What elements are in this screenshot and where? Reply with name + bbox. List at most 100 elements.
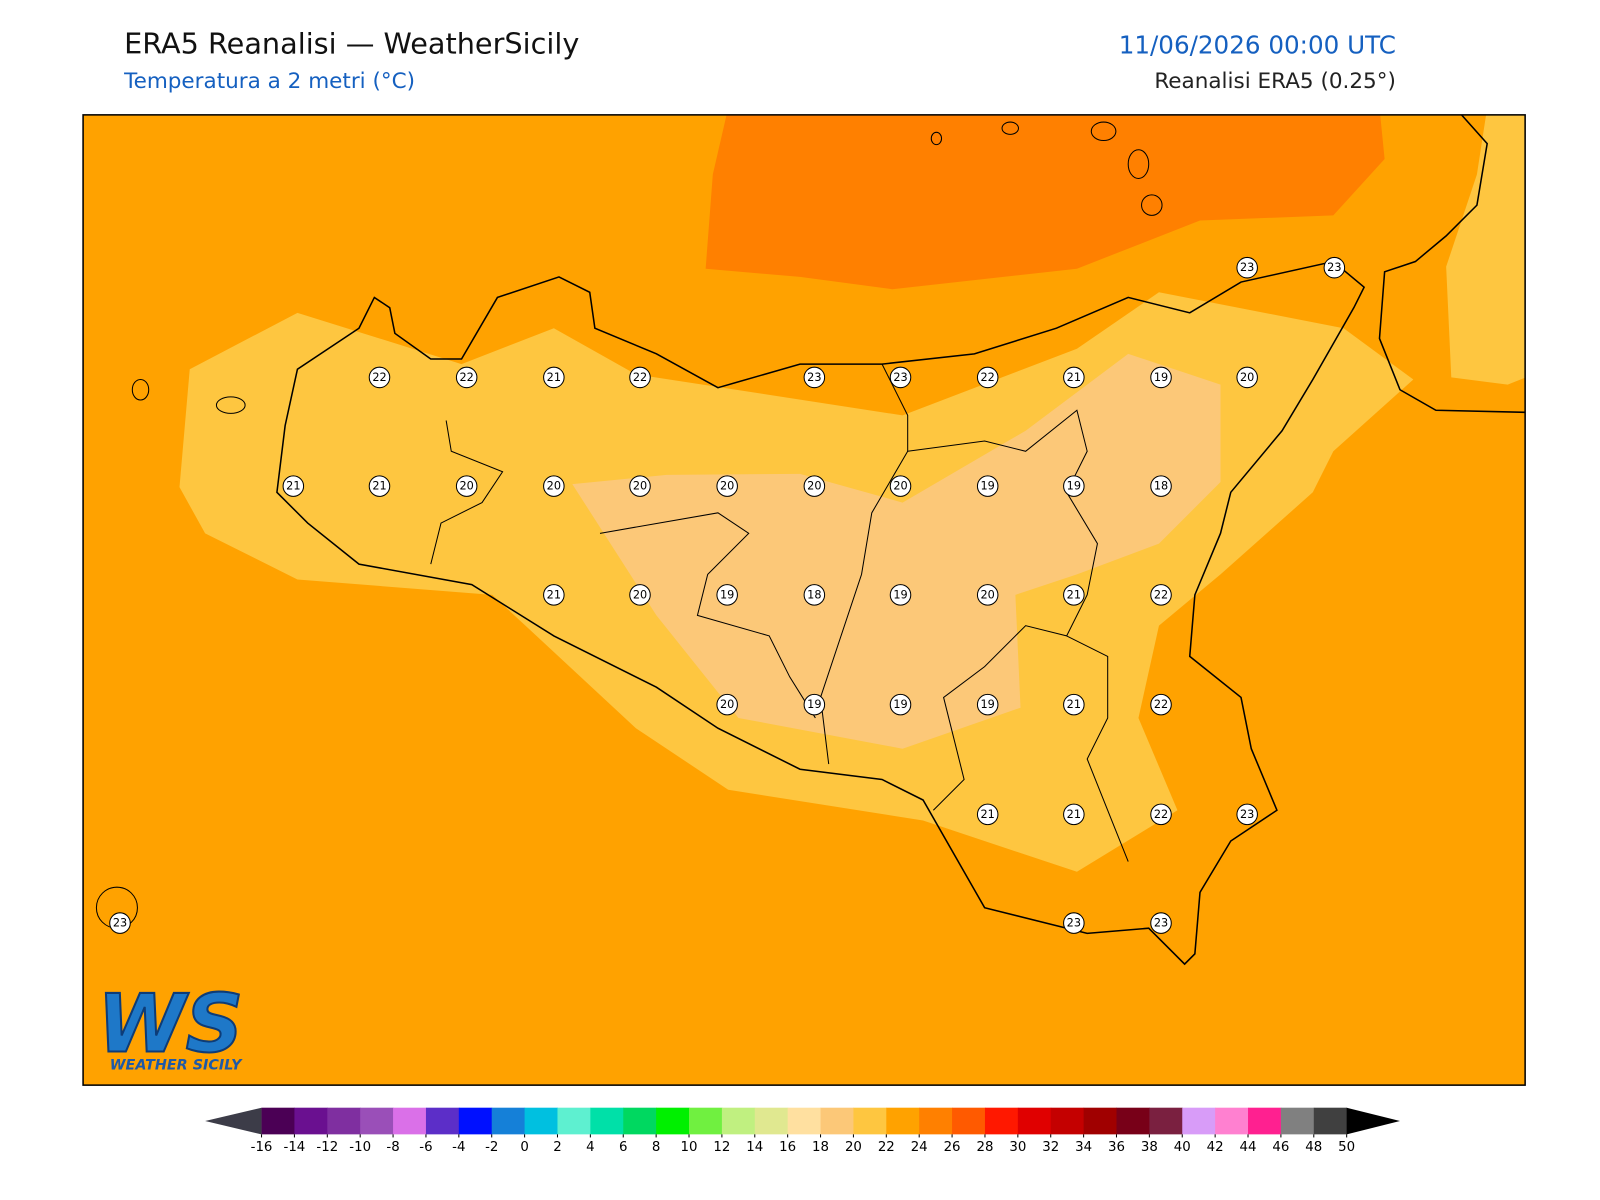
station-marker (1236, 366, 1258, 389)
colorbar-segment (393, 1107, 427, 1135)
station-value: 20 (981, 588, 995, 601)
station-value: 20 (633, 588, 647, 601)
colorbar-tick-label: 12 (713, 1140, 730, 1155)
station-value: 18 (807, 588, 821, 601)
colorbar-segment (261, 1107, 295, 1135)
station-marker (629, 366, 651, 389)
colorbar-tick-label: -12 (316, 1140, 338, 1155)
colorbar-segment (853, 1107, 887, 1135)
logo-text: WEATHER SICILY (110, 1058, 243, 1074)
station-marker (368, 366, 391, 389)
station-value: 21 (1067, 588, 1081, 601)
province-border (599, 512, 816, 719)
colorbar-segment (1083, 1107, 1118, 1135)
station-value: 19 (981, 480, 995, 493)
colorbar-tick-label: 48 (1305, 1140, 1322, 1155)
colorbar-segment (886, 1107, 920, 1135)
station-value: 23 (1067, 917, 1081, 930)
station-value: 20 (720, 480, 734, 493)
station-marker (889, 584, 912, 606)
colorbar-segment (1149, 1107, 1183, 1135)
province-border (1066, 635, 1129, 862)
colorbar-segment (1215, 1107, 1249, 1135)
station-marker (1150, 584, 1172, 606)
colorbar-tick-label: 30 (1009, 1140, 1026, 1155)
province-border (819, 363, 909, 765)
colorbar-segment (1017, 1107, 1052, 1135)
station-value: 19 (981, 698, 995, 711)
station-marker (889, 693, 912, 716)
colorbar-segment (590, 1107, 624, 1135)
station-value: 21 (1067, 808, 1081, 821)
station-value: 22 (372, 371, 386, 384)
station-value: 19 (893, 698, 907, 711)
station-value: 20 (547, 480, 561, 493)
colorbar-tick-label: 10 (681, 1140, 698, 1155)
colorbar-segment (1248, 1107, 1282, 1135)
colorbar-tick-label: 4 (586, 1140, 594, 1155)
coastline (276, 260, 1366, 966)
station-marker (976, 803, 999, 826)
colorbar-segment (919, 1107, 953, 1135)
colorbar-tick-label: 40 (1174, 1140, 1191, 1155)
station-value: 23 (1240, 808, 1254, 821)
station-value: 20 (1240, 371, 1254, 384)
station-value: 22 (633, 371, 647, 384)
colorbar-segment (952, 1107, 986, 1135)
colorbar-tick-label: 44 (1240, 1140, 1257, 1155)
colorbar-tick-label: 50 (1338, 1140, 1355, 1155)
station-marker (976, 584, 999, 606)
colorbar-tick-label: 32 (1042, 1140, 1059, 1155)
station-marker (368, 475, 391, 497)
colorbar-segment (524, 1107, 558, 1135)
station-marker (716, 475, 738, 497)
colorbar-tick-label: 2 (553, 1140, 561, 1155)
colorbar-segment (458, 1107, 493, 1135)
colorbar-tick-label: 6 (619, 1140, 627, 1155)
station-value: 20 (633, 480, 647, 493)
station-marker (629, 475, 651, 497)
colorbar-segment (1116, 1107, 1150, 1135)
station-marker (803, 366, 826, 389)
map: 23 23 22 22 21 22 23 23 22 21 19 20 21 21 20 20 20 20 20 20… (82, 114, 1526, 1086)
colorbar-tick-label: 36 (1108, 1140, 1125, 1155)
station-marker (282, 475, 305, 497)
colorbar-tick-label: -4 (452, 1140, 465, 1155)
station-marker (1236, 256, 1258, 279)
island (215, 396, 246, 414)
colorbar-over (1346, 1107, 1400, 1135)
station-marker (889, 475, 912, 497)
map-frame (82, 114, 1526, 1086)
colorbar-segment (491, 1107, 526, 1135)
station-value: 19 (807, 698, 821, 711)
station-marker (976, 366, 999, 389)
station-marker (889, 366, 912, 389)
field-18-20 (572, 353, 1221, 749)
station-marker (543, 584, 565, 606)
colorbar-tick-label: 24 (911, 1140, 928, 1155)
station-value: 20 (893, 480, 907, 493)
station-value: 20 (459, 480, 473, 493)
colorbar: -16 -14 -12 -10 -8 -6 -4 -2 0 2 4 6 8 10 12 14 16 18 20 22 2… (205, 1107, 1400, 1155)
colorbar-tick-label: 20 (845, 1140, 862, 1155)
station-value: 23 (113, 917, 127, 930)
field-24-26 (705, 114, 1385, 290)
station-value: 21 (1067, 698, 1081, 711)
colorbar-segment (294, 1107, 328, 1135)
station-value: 19 (1154, 371, 1168, 384)
colorbar-tick-label: 42 (1207, 1140, 1224, 1155)
station-marker (1236, 803, 1258, 826)
station-value: 19 (893, 588, 907, 601)
station-marker (803, 475, 826, 497)
colorbar-segment (656, 1107, 690, 1135)
station-value: 22 (981, 371, 995, 384)
station-marker (629, 584, 651, 606)
colorbar-segment (984, 1107, 1019, 1135)
colorbar-segment (754, 1107, 789, 1135)
station-marker (976, 693, 999, 716)
coastline-calabria (1378, 114, 1526, 414)
colorbar-segment (425, 1107, 460, 1135)
station-value: 19 (720, 588, 734, 601)
island (131, 378, 150, 401)
colorbar-tick-label: 26 (944, 1140, 961, 1155)
